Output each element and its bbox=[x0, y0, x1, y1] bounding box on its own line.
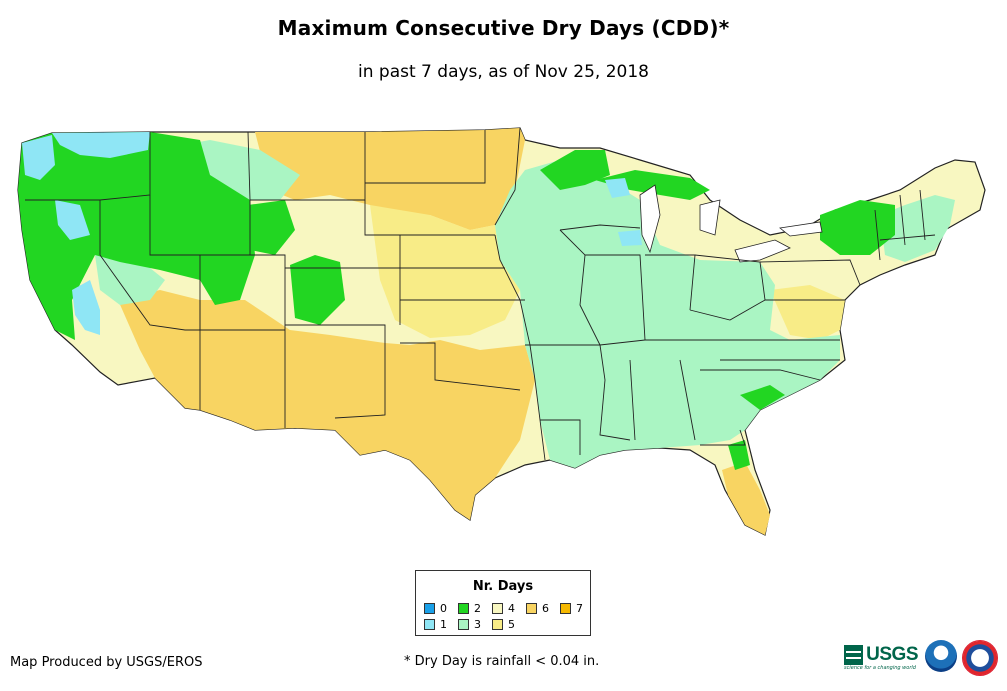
usgs-wave-icon bbox=[844, 645, 864, 665]
map-subtitle: in past 7 days, as of Nov 25, 2018 bbox=[358, 62, 649, 82]
region-1-day-michigan bbox=[605, 178, 630, 198]
legend-item-0: 0 bbox=[424, 602, 447, 615]
region-1-day-washington bbox=[22, 135, 55, 180]
legend-label: 1 bbox=[440, 618, 447, 631]
legend-swatch bbox=[560, 603, 571, 614]
legend-swatch bbox=[424, 603, 435, 614]
noaa-logo bbox=[925, 640, 957, 672]
legend-item-6: 6 bbox=[526, 602, 549, 615]
cdd-map bbox=[17, 127, 986, 536]
legend: Nr. Days 0 1 2 3 4 5 6 7 bbox=[415, 570, 591, 636]
region-2-days-michigan bbox=[595, 170, 710, 200]
region-5-days-florida bbox=[722, 462, 770, 535]
legend-item-7: 7 bbox=[560, 602, 583, 615]
region-5-days-mid-atlantic bbox=[770, 285, 845, 340]
legend-swatch bbox=[458, 603, 469, 614]
great-lakes bbox=[639, 184, 823, 263]
legend-label: 5 bbox=[508, 618, 515, 631]
legend-swatch bbox=[492, 619, 503, 630]
legend-label: 7 bbox=[576, 602, 583, 615]
region-2-days-colorado bbox=[290, 255, 345, 325]
legend-item-1: 1 bbox=[424, 618, 447, 631]
legend-item-2: 2 bbox=[458, 602, 481, 615]
legend-swatch bbox=[424, 619, 435, 630]
legend-label: 2 bbox=[474, 602, 481, 615]
legend-item-3: 3 bbox=[458, 618, 481, 631]
region-2-days-upper-midwest bbox=[540, 150, 610, 190]
legend-swatch bbox=[526, 603, 537, 614]
usgs-tagline: science for a changing world bbox=[844, 665, 916, 671]
region-1-day-california bbox=[72, 280, 100, 335]
legend-title: Nr. Days bbox=[472, 579, 534, 594]
legend-item-4: 4 bbox=[492, 602, 515, 615]
usgs-logo: USGS science for a changing world bbox=[844, 640, 918, 671]
legend-swatch bbox=[458, 619, 469, 630]
legend-swatch bbox=[492, 603, 503, 614]
legend-label: 3 bbox=[474, 618, 481, 631]
dry-day-footnote: * Dry Day is rainfall < 0.04 in. bbox=[404, 654, 600, 669]
region-2-days-carolina bbox=[740, 385, 785, 410]
region-6-days-north-plains bbox=[255, 128, 525, 230]
nws-logo bbox=[962, 640, 998, 676]
legend-label: 4 bbox=[508, 602, 515, 615]
region-2-days-new-york bbox=[820, 200, 895, 255]
map-title: Maximum Consecutive Dry Days (CDD)* bbox=[277, 16, 730, 40]
region-5-days-central bbox=[370, 205, 520, 338]
legend-label: 0 bbox=[440, 602, 447, 615]
usgs-wordmark: USGS bbox=[866, 644, 918, 665]
map-credit: Map Produced by USGS/EROS bbox=[10, 655, 203, 670]
region-6-days-southwest bbox=[118, 290, 535, 520]
region-1-day-wisconsin bbox=[618, 230, 642, 246]
region-3-days-new-england bbox=[880, 195, 955, 262]
region-1-day-northwest-coast bbox=[52, 132, 150, 158]
region-2-days-wyoming bbox=[248, 200, 295, 255]
legend-label: 6 bbox=[542, 602, 549, 615]
state-boundaries bbox=[25, 127, 936, 461]
region-2-days-florida bbox=[728, 440, 750, 470]
legend-item-5: 5 bbox=[492, 618, 515, 631]
region-1-day-oregon bbox=[55, 200, 90, 240]
